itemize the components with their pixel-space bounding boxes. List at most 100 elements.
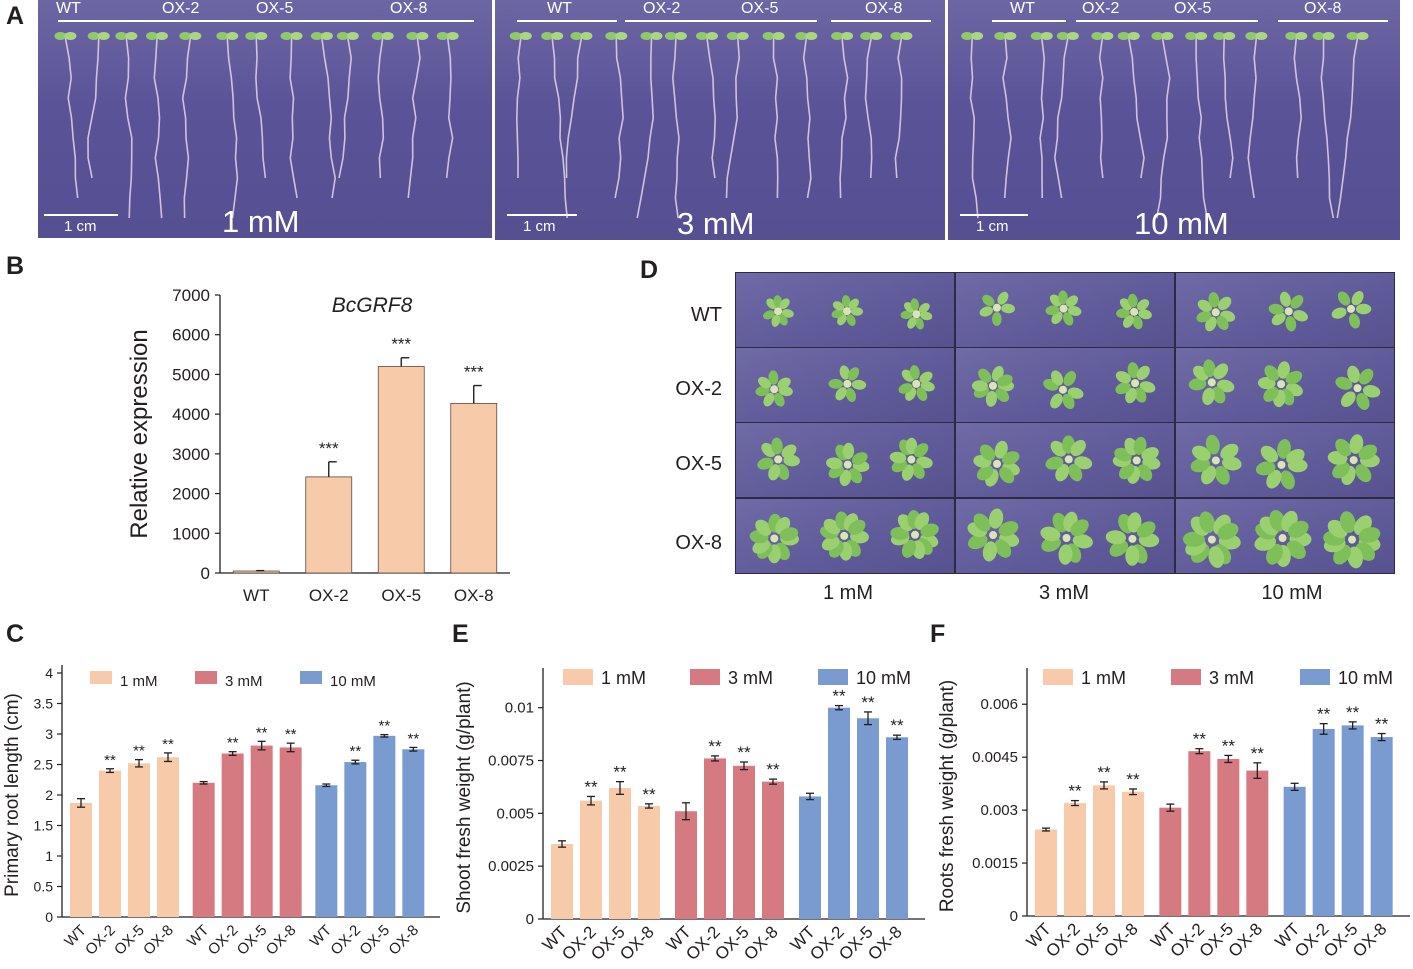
cotyledon-right <box>226 32 239 40</box>
bar <box>886 737 908 919</box>
group-label-ox2: OX-2 <box>1082 0 1120 17</box>
cotyledon-left <box>762 32 775 40</box>
cotyledon-right <box>805 32 818 40</box>
group-label-wt: WT <box>56 0 81 17</box>
leaf <box>1127 362 1139 379</box>
rosette-illustration <box>1190 434 1380 490</box>
rosette-center <box>1353 384 1362 393</box>
leaf <box>997 374 1013 387</box>
leaf <box>985 390 997 407</box>
root-line <box>1127 37 1145 179</box>
rosette-center <box>843 307 852 316</box>
leaf <box>778 314 788 326</box>
root-line <box>1247 37 1258 199</box>
leaf <box>781 444 797 458</box>
leaf <box>842 442 855 460</box>
leaf <box>763 310 775 320</box>
leaf <box>1115 382 1131 395</box>
scale-bar <box>507 214 577 216</box>
group-line-ox5 <box>1168 20 1258 22</box>
leaf <box>768 370 779 385</box>
bar <box>762 781 784 919</box>
leaf <box>1286 448 1305 465</box>
significance-mark: ** <box>737 743 751 762</box>
root-line <box>725 37 741 199</box>
significance-mark: ** <box>1346 703 1360 722</box>
concentration-label: 3 mM <box>677 206 755 240</box>
leaf <box>918 302 930 314</box>
bar <box>857 718 879 919</box>
rosette-center <box>770 534 779 543</box>
legend-swatch <box>563 669 593 685</box>
group-label-ox2: OX-2 <box>162 0 200 17</box>
cotyledon-left <box>406 32 419 40</box>
cotyledon-right <box>900 32 913 40</box>
bar <box>377 366 425 574</box>
rosette-illustration <box>1182 510 1381 569</box>
cotyledon-left <box>1312 32 1325 40</box>
leaf <box>1203 359 1216 377</box>
cotyledon-right <box>1255 32 1268 40</box>
rosette-illustration <box>1196 291 1372 332</box>
rosette-illustration <box>967 508 1160 566</box>
leaf <box>919 371 933 384</box>
rosette-center <box>1277 460 1286 469</box>
legend-swatch <box>1171 669 1201 685</box>
leaf <box>826 457 843 469</box>
root-line <box>636 37 655 219</box>
leaf <box>1356 393 1370 410</box>
root-line <box>1155 37 1171 219</box>
leaf <box>920 381 935 392</box>
panel-label-a: A <box>6 2 25 30</box>
leaf <box>1136 521 1156 538</box>
leaf <box>988 508 1004 529</box>
leaf <box>1266 469 1282 489</box>
bar <box>344 762 367 917</box>
cotyledon-left <box>961 32 974 40</box>
bar <box>675 811 697 919</box>
legend-label: 1 mM <box>1081 668 1126 688</box>
leaf <box>1202 387 1215 406</box>
significance-mark: ** <box>133 743 145 760</box>
rosette-center <box>912 379 921 388</box>
cotyledon-right <box>870 32 883 40</box>
root-line <box>802 37 812 199</box>
group-line-ox8 <box>1278 20 1388 22</box>
cotyledon-right <box>1040 32 1053 40</box>
root-line <box>445 37 454 179</box>
bar <box>1064 803 1086 916</box>
leaf <box>973 513 991 532</box>
leaf <box>1260 445 1279 463</box>
leaf <box>1271 312 1286 326</box>
seedlings-illustration <box>54 32 459 219</box>
leaf <box>846 314 856 326</box>
group-label-ox5: OX-5 <box>1174 0 1212 17</box>
bar <box>1217 758 1240 916</box>
cotyledon-right <box>1127 32 1140 40</box>
significance-mark: ** <box>1068 782 1082 801</box>
root-line <box>87 37 100 179</box>
leaf <box>1277 439 1291 459</box>
y-tick-label: 1000 <box>172 524 210 543</box>
leaf <box>763 392 775 407</box>
rosette-center <box>1064 455 1073 464</box>
rosette-center <box>907 455 916 464</box>
rosette-center <box>843 379 852 388</box>
y-axis-label: Shoot fresh weight (g/plant) <box>454 681 475 913</box>
significance-mark: ** <box>162 736 174 753</box>
leaf <box>982 294 995 307</box>
group-line-ox8 <box>364 20 474 22</box>
rosette-center <box>1207 535 1216 544</box>
cotyledon-right <box>155 32 168 40</box>
significance-mark: ** <box>832 687 846 706</box>
leaf <box>771 437 783 455</box>
leaf <box>911 463 925 479</box>
significance-mark: *** <box>464 363 484 382</box>
leaf <box>1115 371 1131 384</box>
bar <box>373 735 396 917</box>
leaf <box>1067 306 1082 316</box>
col-label-3mm: 3 mM <box>1039 582 1089 604</box>
significance-mark: ** <box>1097 763 1111 782</box>
legend-swatch <box>1043 669 1073 685</box>
leaf <box>1351 291 1364 306</box>
